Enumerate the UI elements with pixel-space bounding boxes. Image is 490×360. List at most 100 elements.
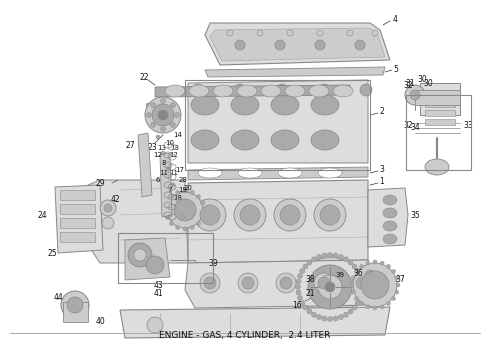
Circle shape xyxy=(166,215,170,219)
Circle shape xyxy=(176,199,180,203)
Ellipse shape xyxy=(271,95,299,115)
Circle shape xyxy=(350,283,354,287)
Circle shape xyxy=(360,265,380,285)
Circle shape xyxy=(351,290,355,294)
Circle shape xyxy=(234,199,266,231)
Circle shape xyxy=(343,257,348,262)
Ellipse shape xyxy=(425,159,449,175)
Ellipse shape xyxy=(213,85,233,97)
Circle shape xyxy=(287,30,293,36)
Text: 32: 32 xyxy=(403,81,413,90)
Text: 5: 5 xyxy=(393,64,398,73)
Circle shape xyxy=(150,103,156,108)
Circle shape xyxy=(333,253,338,258)
Polygon shape xyxy=(185,260,375,308)
Circle shape xyxy=(296,279,301,284)
Circle shape xyxy=(343,312,348,317)
Text: 12: 12 xyxy=(170,152,178,158)
Circle shape xyxy=(348,260,353,265)
Bar xyxy=(118,233,213,283)
Ellipse shape xyxy=(198,168,222,178)
Circle shape xyxy=(295,284,300,289)
Circle shape xyxy=(300,257,360,317)
Circle shape xyxy=(167,192,203,228)
Circle shape xyxy=(303,305,308,310)
Text: 8: 8 xyxy=(162,160,166,166)
Circle shape xyxy=(171,122,175,127)
Circle shape xyxy=(317,255,321,260)
Circle shape xyxy=(387,264,391,269)
Text: 28: 28 xyxy=(178,177,188,183)
Circle shape xyxy=(372,30,378,36)
Circle shape xyxy=(192,84,204,96)
Circle shape xyxy=(355,40,365,50)
Circle shape xyxy=(276,84,288,96)
Ellipse shape xyxy=(231,130,259,150)
Text: 18: 18 xyxy=(173,195,182,201)
Circle shape xyxy=(373,306,377,310)
Circle shape xyxy=(395,276,399,280)
Text: 23: 23 xyxy=(147,143,157,152)
Ellipse shape xyxy=(383,234,397,244)
Ellipse shape xyxy=(309,85,329,97)
Circle shape xyxy=(164,208,168,212)
Ellipse shape xyxy=(383,195,397,205)
Text: 6: 6 xyxy=(156,177,160,183)
Text: 43: 43 xyxy=(153,280,163,289)
Circle shape xyxy=(242,277,254,289)
Text: 38: 38 xyxy=(305,275,315,284)
Polygon shape xyxy=(205,67,385,77)
Circle shape xyxy=(204,277,216,289)
Polygon shape xyxy=(160,153,172,217)
Ellipse shape xyxy=(261,85,281,97)
Circle shape xyxy=(355,301,360,306)
Circle shape xyxy=(351,276,355,280)
Ellipse shape xyxy=(271,130,299,150)
Circle shape xyxy=(354,297,358,301)
Circle shape xyxy=(359,290,364,295)
Text: 25: 25 xyxy=(47,248,57,257)
Ellipse shape xyxy=(285,85,305,97)
Polygon shape xyxy=(82,180,188,263)
Circle shape xyxy=(387,302,391,306)
Bar xyxy=(60,232,95,242)
Circle shape xyxy=(352,305,357,310)
Circle shape xyxy=(405,85,425,105)
Text: 34: 34 xyxy=(410,122,420,131)
Text: 35: 35 xyxy=(410,211,420,220)
Ellipse shape xyxy=(311,95,339,115)
Text: 10: 10 xyxy=(166,140,174,146)
Text: 20: 20 xyxy=(184,185,193,191)
Text: 13: 13 xyxy=(157,145,167,151)
Circle shape xyxy=(274,199,306,231)
Ellipse shape xyxy=(383,221,397,231)
Circle shape xyxy=(392,297,395,301)
Circle shape xyxy=(312,257,317,262)
Text: 19: 19 xyxy=(178,187,188,193)
Text: 39: 39 xyxy=(208,258,218,267)
Text: 21: 21 xyxy=(305,288,315,297)
Circle shape xyxy=(196,221,200,225)
Circle shape xyxy=(307,309,312,314)
Circle shape xyxy=(339,255,343,260)
Circle shape xyxy=(183,227,187,231)
Text: 16: 16 xyxy=(292,301,302,310)
Text: 13: 13 xyxy=(171,145,179,151)
Text: 30: 30 xyxy=(417,76,427,85)
Bar xyxy=(406,95,471,170)
Circle shape xyxy=(356,277,368,289)
Polygon shape xyxy=(120,307,390,338)
Circle shape xyxy=(146,103,150,107)
Text: 44: 44 xyxy=(53,292,63,302)
Circle shape xyxy=(361,271,389,299)
Ellipse shape xyxy=(165,85,185,97)
Circle shape xyxy=(395,290,399,294)
Circle shape xyxy=(322,253,327,258)
Circle shape xyxy=(352,273,372,293)
Text: 24: 24 xyxy=(37,211,47,220)
Text: 15: 15 xyxy=(377,269,387,278)
Polygon shape xyxy=(188,167,368,180)
Text: 30: 30 xyxy=(423,78,433,87)
Circle shape xyxy=(170,221,173,225)
Bar xyxy=(415,90,460,105)
